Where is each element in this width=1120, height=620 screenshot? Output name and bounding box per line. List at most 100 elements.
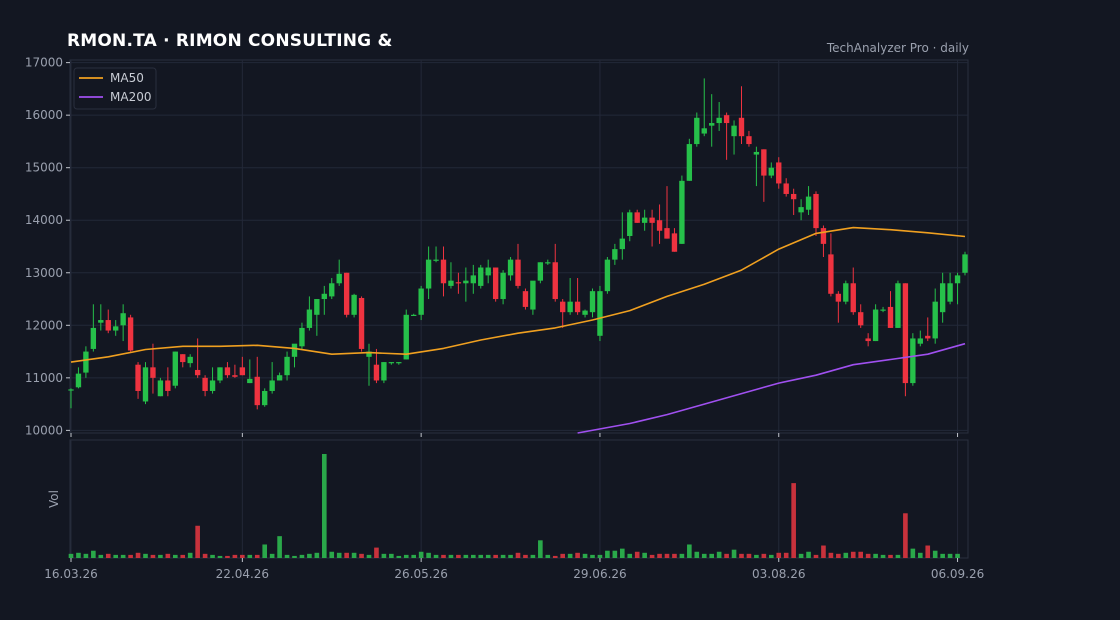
volume-bar xyxy=(754,554,759,558)
candle-body xyxy=(738,117,745,137)
volume-bar xyxy=(947,553,953,558)
candle-body xyxy=(858,312,864,326)
candle-body xyxy=(68,389,74,391)
volume-bar xyxy=(746,553,752,558)
candle-body xyxy=(619,238,625,250)
candle-body xyxy=(247,378,253,384)
ma200-line xyxy=(577,342,966,434)
volume-bar xyxy=(783,552,789,558)
y-tick-label: 17000 xyxy=(25,56,63,70)
volume-bar xyxy=(582,553,588,558)
candle-body xyxy=(120,313,126,326)
volume-bar xyxy=(433,554,439,558)
candle-body xyxy=(761,149,767,176)
candle-body xyxy=(90,327,97,349)
volume-bar xyxy=(426,552,431,558)
volume-bar xyxy=(448,554,454,558)
candle-body xyxy=(75,373,82,388)
candle-body xyxy=(537,262,544,281)
candle-body xyxy=(664,228,670,239)
candle-body xyxy=(478,267,484,286)
candle-body xyxy=(492,267,499,300)
candle-body xyxy=(917,338,923,344)
candle-body xyxy=(455,282,462,284)
ma50-line xyxy=(70,226,966,363)
volume-bar xyxy=(828,552,834,558)
volume-bar xyxy=(403,554,409,558)
x-tick-label: 22.04.26 xyxy=(216,567,269,581)
volume-bar xyxy=(493,554,498,558)
volume-bar xyxy=(374,547,379,558)
x-tick-label: 03.08.26 xyxy=(752,567,805,581)
candle-body xyxy=(612,249,618,260)
legend-label: MA200 xyxy=(110,90,151,104)
candle-body xyxy=(336,273,342,284)
candle-body xyxy=(887,306,894,328)
volume-bar xyxy=(523,554,528,558)
volume-bar xyxy=(605,550,610,558)
candle-body xyxy=(388,362,395,364)
candle-body xyxy=(962,254,968,273)
candle-body xyxy=(165,380,171,391)
candle-body xyxy=(366,351,372,357)
candle-body xyxy=(172,351,178,386)
volume-bar xyxy=(679,553,685,558)
volume-bar xyxy=(843,552,849,558)
candle-body xyxy=(194,369,201,376)
volume-bar xyxy=(917,552,923,558)
candle-body xyxy=(716,117,722,124)
volume-bar xyxy=(68,553,74,558)
candle-body xyxy=(604,259,611,292)
volume-bar xyxy=(538,540,543,558)
volume-bar xyxy=(642,552,647,558)
volume-bar xyxy=(612,550,618,558)
volume-bar xyxy=(344,552,349,558)
volume-bar xyxy=(225,555,230,558)
candle-body xyxy=(351,294,357,315)
candle-body xyxy=(448,280,454,286)
volume-bar xyxy=(76,552,81,558)
volume-bar xyxy=(597,554,603,558)
x-tick-label: 16.03.26 xyxy=(44,567,97,581)
candle-body xyxy=(686,144,693,181)
volume-panel-frame xyxy=(69,439,969,559)
candle-body xyxy=(396,362,402,364)
candle-body xyxy=(299,327,305,347)
y-tick-label: 16000 xyxy=(25,108,63,122)
candle-body xyxy=(872,309,879,342)
volume-bar xyxy=(105,553,111,558)
volume-bar xyxy=(664,553,670,558)
candle-body xyxy=(813,193,819,229)
legend-label: MA50 xyxy=(110,71,144,85)
candle-body xyxy=(180,354,186,363)
candle-body xyxy=(932,301,938,339)
volume-bar xyxy=(821,545,826,558)
volume-bar xyxy=(195,525,200,558)
volume-bar xyxy=(202,553,208,558)
volume-bar xyxy=(672,553,677,558)
candle-body xyxy=(768,167,774,176)
candle-body xyxy=(314,299,320,315)
volume-bar xyxy=(873,553,878,558)
candle-body xyxy=(649,217,655,223)
candle-body xyxy=(522,291,529,307)
y-tick-label: 10000 xyxy=(25,423,63,437)
volume-bar xyxy=(932,550,938,558)
volume-bar xyxy=(441,554,446,558)
candle-body xyxy=(485,267,491,276)
volume-bar xyxy=(210,554,215,558)
volume-bar xyxy=(858,551,864,558)
volume-bar xyxy=(187,552,193,558)
volume-bar xyxy=(284,554,290,558)
candle-body xyxy=(783,183,789,194)
volume-bar xyxy=(120,554,126,558)
candle-body xyxy=(373,364,380,381)
volume-bar xyxy=(590,554,595,558)
candle-body xyxy=(910,338,916,384)
volume-bar xyxy=(91,550,96,558)
candle-body xyxy=(98,320,104,323)
candle-body xyxy=(209,380,216,391)
volume-axis-label: Vol xyxy=(47,490,61,508)
candle-body xyxy=(329,283,335,297)
